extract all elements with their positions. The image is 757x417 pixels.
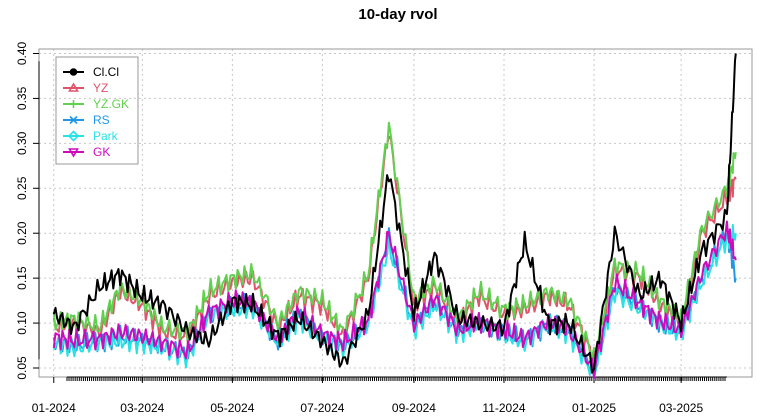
y-tick-label: 0.30: [15, 131, 29, 155]
y-tick-label: 0.40: [15, 41, 29, 65]
y-tick-label: 0.10: [15, 311, 29, 335]
y-tick-label: 0.05: [15, 356, 29, 380]
x-tick-label: 01-2025: [572, 401, 616, 415]
legend-entry-park: Park: [63, 129, 119, 143]
y-axis: 0.05 0.10 0.15 0.20 0.25 0.30 0.35 0.40: [15, 41, 40, 380]
legend-marker: [69, 115, 78, 125]
legend-marker: [67, 130, 80, 142]
legend-entry-cl-cl: Cl.Cl: [63, 65, 119, 79]
x-tick-label: 03-2024: [120, 401, 164, 415]
series-line-cl-cl: [52, 53, 737, 374]
legend-entry-yz-gk: YZ.GK: [63, 97, 129, 111]
y-gridlines: [39, 52, 752, 369]
x-minor-ticks: [66, 377, 726, 381]
series-line-yz-gk: [52, 121, 737, 359]
legend-entry-rs: RS: [63, 113, 110, 127]
y-tick-label: 0.25: [15, 176, 29, 200]
series-line-gk: [52, 220, 737, 380]
legend-label: YZ.GK: [93, 97, 129, 111]
legend-label: GK: [93, 145, 110, 159]
y-tick-label: 0.20: [15, 221, 29, 245]
series-line-rs: [52, 227, 737, 376]
legend-label: YZ: [93, 81, 108, 95]
legend-label: Park: [93, 129, 119, 143]
chart-title: 10-day rvol: [358, 6, 437, 23]
y-tick-label: 0.35: [15, 86, 29, 110]
legend-box: [55, 56, 139, 165]
legend-label: RS: [93, 113, 110, 127]
legend-label: Cl.Cl: [93, 65, 119, 79]
legend-marker: [69, 100, 78, 108]
legend: Cl.Cl YZ YZ.GK RS Park GK: [55, 56, 139, 165]
x-tick-label: 05-2024: [210, 401, 254, 415]
x-axis: 01-2024 03-2024 05-2024 07-2024 09-2024 11-20…: [32, 376, 727, 415]
x-tick-label: 11-2024: [482, 401, 525, 415]
x-tick-label: 01-2024: [32, 401, 76, 415]
legend-marker: [68, 82, 79, 92]
x-tick-label: 09-2024: [392, 401, 436, 415]
series-layer: [52, 53, 737, 380]
x-tick-label: 07-2024: [300, 401, 344, 415]
y-tick-label: 0.15: [15, 266, 29, 290]
legend-marker: [69, 68, 78, 76]
legend-entry-yz: YZ: [63, 81, 108, 95]
legend-entry-gk: GK: [63, 145, 110, 159]
x-tick-label: 03-2025: [659, 401, 703, 415]
legend-marker: [68, 148, 79, 158]
